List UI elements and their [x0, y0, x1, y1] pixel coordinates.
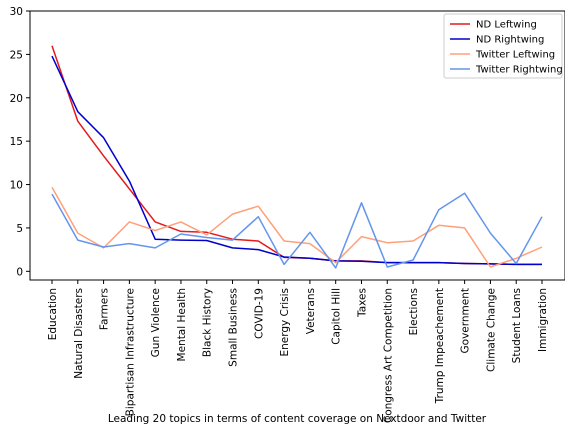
x-tick-label: Farmers: [99, 288, 111, 330]
x-tick-label: Trump Impeachement: [434, 288, 446, 404]
x-tick-label: Education: [47, 288, 59, 340]
y-tick-label: 0: [16, 266, 23, 278]
x-tick-label: Student Loans: [511, 288, 523, 363]
x-tick-label: Mental Health: [176, 288, 188, 361]
legend-label: Twitter Leftwing: [475, 50, 555, 61]
x-tick-label: Black History: [202, 288, 214, 357]
y-tick-label: 10: [10, 180, 23, 192]
y-axis: 0 5 10 15 20 25 30: [10, 6, 30, 278]
y-tick-label: 5: [16, 223, 23, 235]
y-tick-label: 20: [10, 93, 23, 105]
y-tick-label: 30: [10, 6, 23, 18]
y-tick-label: 25: [10, 49, 23, 61]
x-tick-label: COVID-19: [253, 288, 265, 339]
x-tick-label: Elections: [408, 288, 420, 335]
x-tick-label: Energy Crisis: [279, 288, 291, 357]
x-tick-label: Immigration: [537, 288, 549, 352]
series-layer: [51, 45, 543, 269]
legend-label: Twitter Rightwing: [475, 65, 563, 76]
legend-label: ND Leftwing: [476, 20, 537, 31]
series-line-3: [51, 192, 543, 269]
legend-box: [443, 13, 563, 79]
x-tick-label: Climate Change: [485, 288, 497, 372]
legend: ND Leftwing ND Rightwing Twitter Leftwing T…: [443, 13, 563, 79]
x-tick-label: Veterans: [305, 288, 317, 334]
series-line-1: [51, 55, 542, 266]
x-axis: Education Natural Disasters Farmers Biparti…: [47, 280, 549, 423]
x-tick-label: Government: [460, 288, 472, 353]
x-tick-label: Natural Disasters: [73, 288, 85, 379]
series-line-2: [51, 186, 543, 268]
series-line-0: [51, 45, 542, 266]
x-tick-label: Congress Art Competition: [382, 288, 394, 423]
legend-label: ND Rightwing: [476, 35, 544, 46]
x-axis-title: Leading 20 topics in terms of content co…: [108, 413, 487, 425]
x-tick-label: Taxes: [356, 288, 368, 318]
plot-frame: [29, 10, 565, 281]
x-tick-label: Gun Violence: [150, 288, 162, 357]
plot-area: [29, 10, 565, 281]
x-tick-label: Capitol Hill: [331, 288, 343, 345]
y-tick-label: 15: [10, 136, 23, 148]
x-tick-label: Small Business: [228, 288, 240, 367]
x-tick-label: Bipartisan Infrastructure: [124, 288, 136, 416]
